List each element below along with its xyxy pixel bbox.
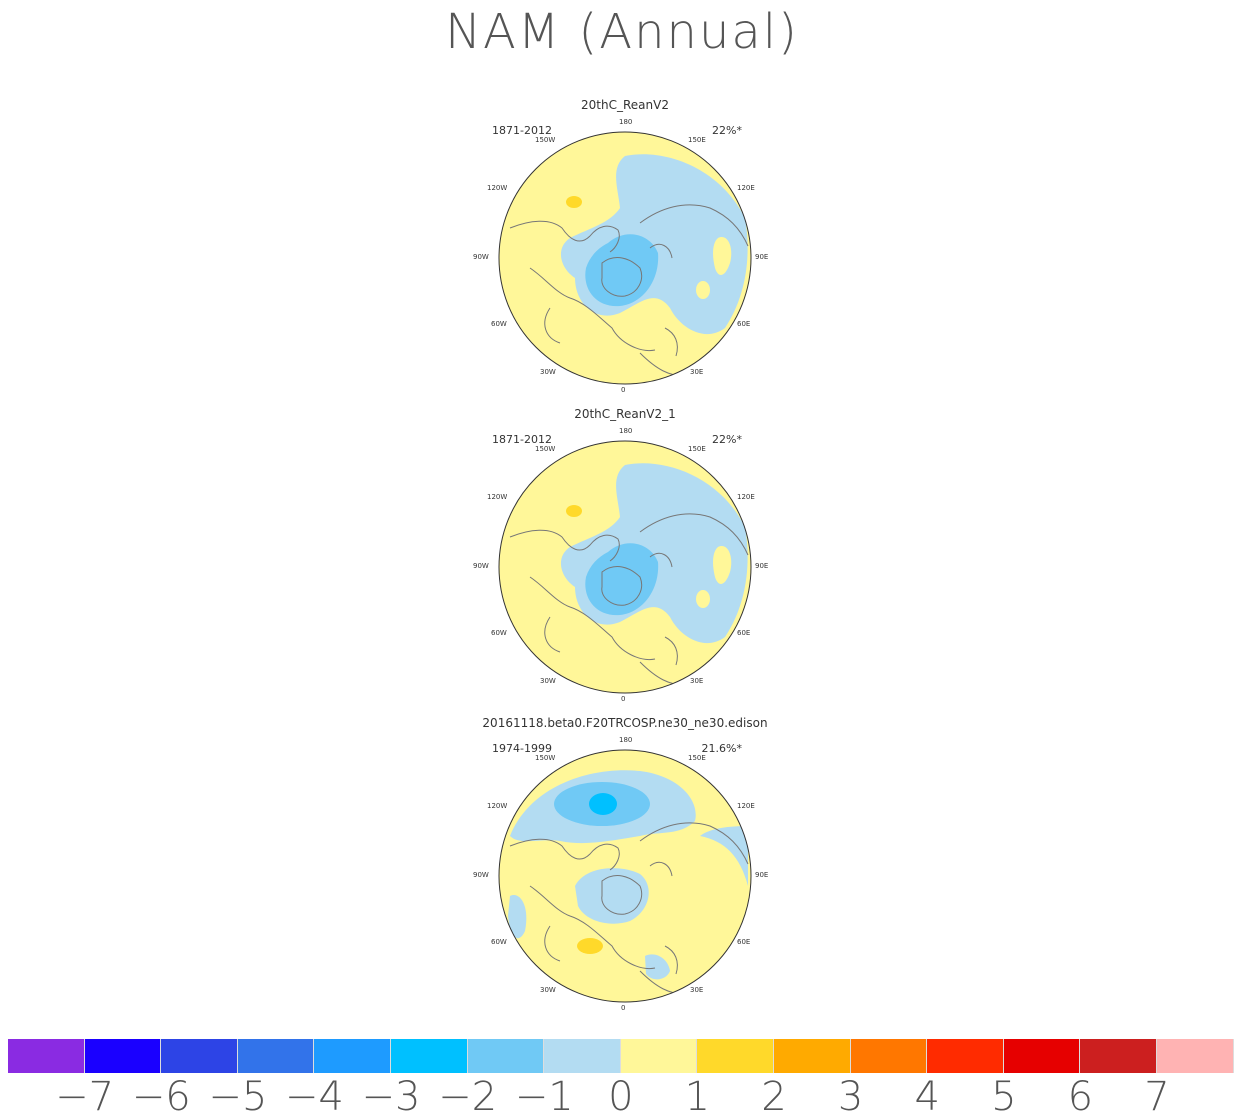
period-label: 1871-2012 [492, 433, 552, 446]
lon-label: 60W [491, 938, 507, 946]
colorbar-swatch [1080, 1039, 1157, 1073]
lon-label: 60W [491, 320, 507, 328]
colorbar-swatch [620, 1039, 698, 1073]
lon-label: 0 [621, 1004, 626, 1012]
panel-title: 20thC_ReanV2 [581, 98, 669, 112]
lon-label: 90E [755, 871, 769, 879]
lon-label: 120W [487, 184, 508, 192]
lon-label: 150W [535, 136, 556, 144]
coastlines [509, 204, 749, 377]
colorbar-swatch [1156, 1039, 1234, 1073]
lon-label: 150E [688, 754, 706, 762]
lon-label: 30W [540, 986, 556, 994]
colorbar-tick-label: 7 [1144, 1074, 1170, 1120]
colorbar-tick-label: 4 [914, 1074, 940, 1120]
lon-label: 30W [540, 677, 556, 685]
lon-label: 30E [690, 368, 704, 376]
colorbar-swatch [697, 1039, 774, 1073]
polar-map [498, 131, 752, 385]
colorbar-swatch [237, 1039, 315, 1073]
colorbar-tick-label: −4 [284, 1074, 344, 1120]
lon-label: 0 [621, 386, 626, 394]
colorbar-tick-label: −1 [514, 1074, 574, 1120]
lon-label: 60E [737, 629, 751, 637]
figure-title: NAM (Annual) [445, 4, 799, 60]
lon-label: 150W [535, 754, 556, 762]
colorbar-tick-label: 1 [684, 1074, 711, 1120]
panel-title: 20161118.beta0.F20TRCOSP.ne30_ne30.ediso… [482, 716, 768, 730]
lon-label: 90W [473, 253, 489, 261]
lon-label: 60E [737, 938, 751, 946]
lon-label: 120E [737, 184, 755, 192]
lon-label: 120E [737, 493, 755, 501]
colorbar-swatch [84, 1039, 162, 1073]
negative-center [589, 793, 617, 815]
period-label: 1974-1999 [492, 742, 552, 755]
lon-label: 90W [473, 562, 489, 570]
colorbar-swatch [544, 1039, 621, 1073]
variance-label: 22%* [712, 124, 742, 137]
lon-label: 120W [487, 493, 508, 501]
lon-label: 150E [688, 445, 706, 453]
lon-label: 30E [690, 677, 704, 685]
lon-label: 180 [619, 427, 633, 435]
colorbar-tick-label: 3 [837, 1074, 864, 1120]
lon-label: 90E [755, 253, 769, 261]
colorbar-swatch [773, 1039, 851, 1073]
colorbar-tick-label: 0 [608, 1074, 634, 1120]
strong-negative-region [585, 234, 659, 307]
colorbar-tick-label: 6 [1067, 1074, 1094, 1120]
lon-label: 60W [491, 629, 507, 637]
lon-label: 60E [737, 320, 751, 328]
variance-label: 21.6%* [701, 742, 742, 755]
lon-label: 150W [535, 445, 556, 453]
colorbar-tick-label: −6 [131, 1074, 191, 1120]
lon-label: 0 [621, 695, 626, 703]
colorbar-tick-label: −7 [55, 1074, 115, 1120]
lon-label: 30W [540, 368, 556, 376]
colorbar [8, 1039, 1234, 1073]
positive-center [577, 938, 603, 954]
polar-map [498, 749, 752, 1003]
colorbar-tick-label: −5 [208, 1074, 268, 1120]
colorbar-swatch [390, 1039, 468, 1073]
colorbar-swatch [850, 1039, 928, 1073]
lon-label: 90E [755, 562, 769, 570]
lon-label: 120E [737, 802, 755, 810]
colorbar-swatch [1003, 1039, 1081, 1073]
colorbar-tick-label: 5 [991, 1074, 1017, 1120]
lon-label: 90W [473, 871, 489, 879]
colorbar-tick-label: 2 [761, 1074, 787, 1120]
panel-title: 20thC_ReanV2_1 [574, 407, 676, 421]
period-label: 1871-2012 [492, 124, 552, 137]
colorbar-tick-label: −3 [361, 1074, 421, 1120]
variance-label: 22%* [712, 433, 742, 446]
colorbar-swatch [8, 1039, 85, 1073]
lon-label: 30E [690, 986, 704, 994]
positive-center [566, 505, 582, 517]
colorbar-swatch [314, 1039, 391, 1073]
lon-label: 180 [619, 118, 633, 126]
lon-label: 150E [688, 136, 706, 144]
colorbar-swatch [927, 1039, 1004, 1073]
lon-label: 120W [487, 802, 508, 810]
polar-map [498, 440, 752, 694]
lon-label: 180 [619, 736, 633, 744]
strong-negative-region [585, 543, 659, 616]
positive-center [566, 196, 582, 208]
colorbar-swatch [161, 1039, 238, 1073]
colorbar-swatch [467, 1039, 545, 1073]
colorbar-tick-label: −2 [438, 1074, 498, 1120]
